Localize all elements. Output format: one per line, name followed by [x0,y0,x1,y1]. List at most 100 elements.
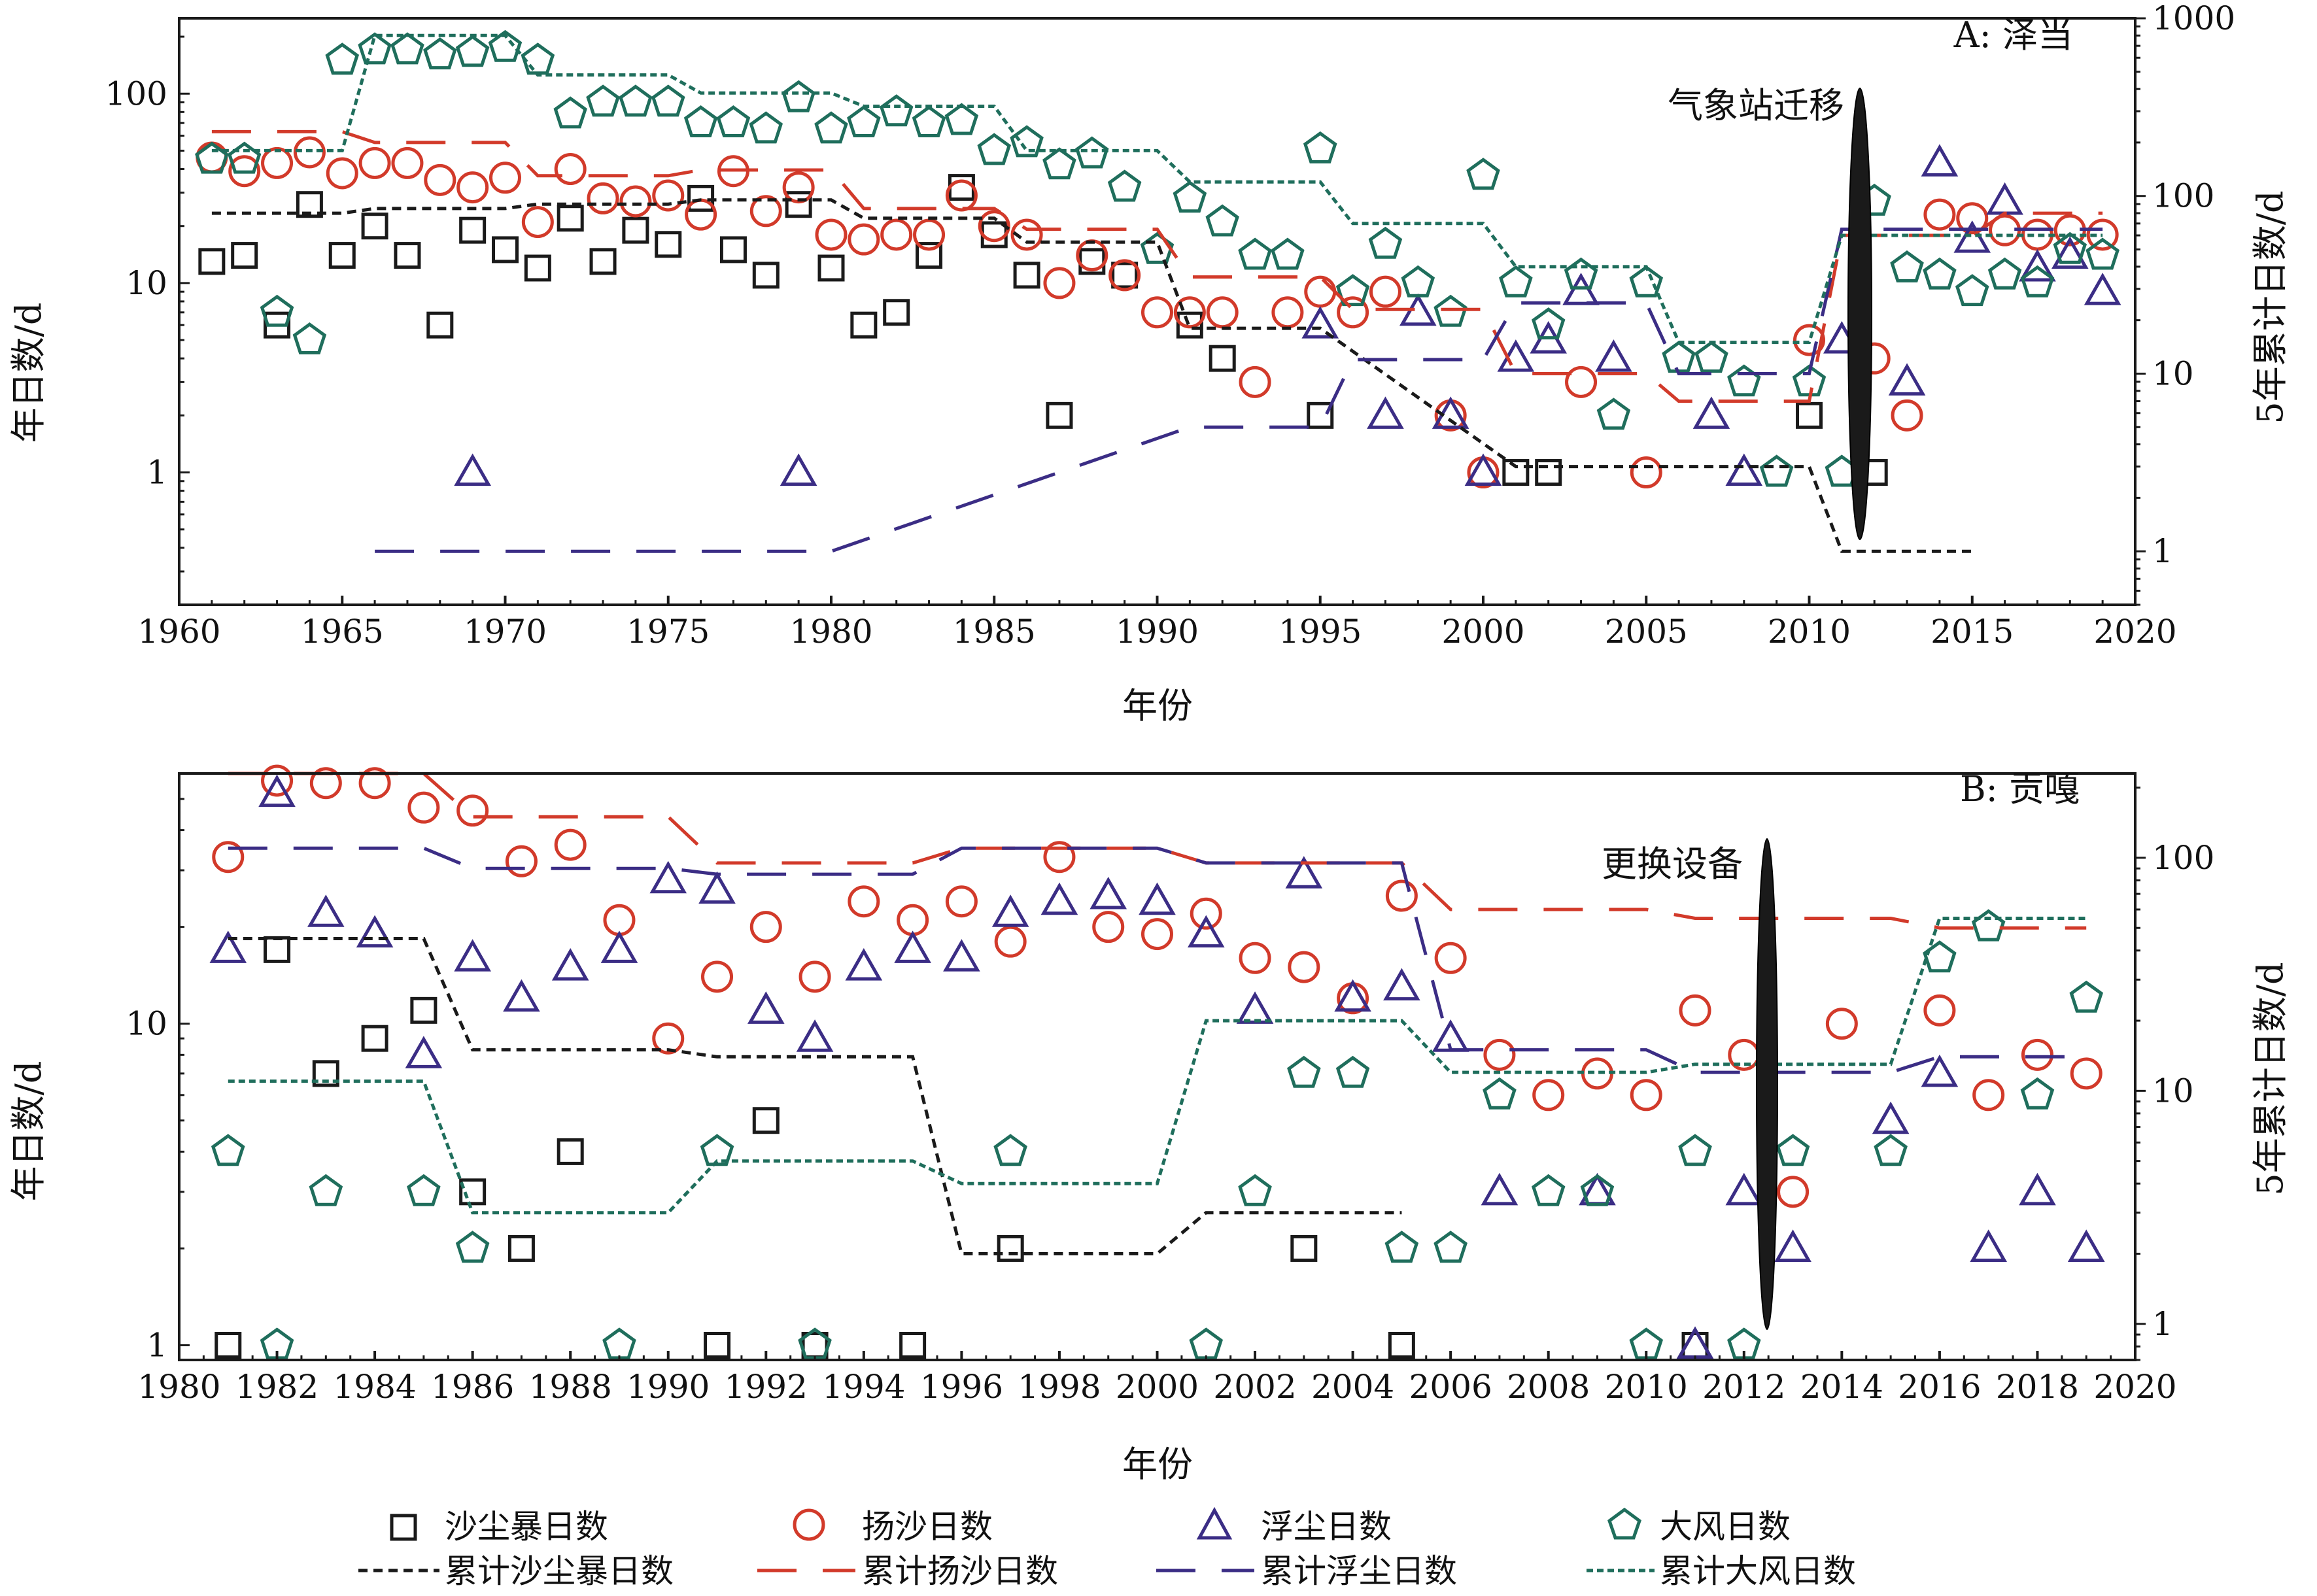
pentagon-marker [1368,226,1403,259]
cumulative-line [211,198,1972,553]
panel-gongga-axes: 1980 1982 1984 1986 1988 1990 1992 1994 1996 1998… [126,772,2214,1406]
y-axis-tick-label: 10 [126,1005,167,1043]
pentagon-marker [586,84,620,117]
square-marker [312,1060,339,1087]
square-marker [410,996,438,1024]
pentagon-marker [912,105,946,137]
pentagon-marker [2020,1077,2055,1110]
pentagon-marker [1694,341,1728,373]
square-marker [507,1234,535,1262]
x-axis-tick-label: 1998 [1018,1368,1101,1406]
pentagon-marker [1776,1134,1810,1166]
series-4 [211,198,1972,553]
circle-marker [1239,365,1271,398]
triangle-marker [894,930,931,963]
y2-axis-tick-label: 100 [2152,839,2214,877]
circle-marker [1483,1038,1516,1071]
legend-label: 扬沙日数 [862,1508,993,1546]
pentagon-marker [1531,307,1566,340]
pentagon-marker [944,103,979,135]
pentagon-marker [2020,265,2055,297]
pentagon-marker [1303,131,1337,163]
circle-marker [1239,942,1271,974]
x-axis-tick-label: 1982 [235,1368,318,1406]
circle-marker [1793,324,1825,356]
circle-marker [554,828,587,861]
panel-zedang-x-axis-label: 年份 [1122,685,1193,726]
circle-marker [913,218,946,251]
square-marker [1535,459,1562,486]
pentagon-marker [651,84,685,117]
pentagon-marker [1678,1134,1712,1166]
triangle-marker [780,453,817,486]
pentagon-marker [700,1134,734,1166]
triangle-marker [1481,1172,1519,1206]
circle-marker [1141,296,1173,329]
pentagon-marker [847,105,881,137]
pentagon-marker [1238,1174,1272,1206]
circle-marker [212,841,245,874]
pentagon-marker [1433,294,1467,327]
pentagon-marker [683,105,718,137]
circle-marker [1369,275,1401,308]
pentagon-marker [227,141,262,174]
cumulative-line [228,937,1402,1255]
circle-marker [1532,1079,1565,1112]
pentagon-marker [309,1174,343,1206]
square-marker [817,254,845,282]
pentagon-marker [1107,169,1142,202]
circle-marker [1043,841,1076,874]
series-2 [209,774,2105,1359]
series-3 [211,909,2104,1360]
circle-marker [407,791,440,824]
pentagon-marker [993,1134,1027,1166]
circle-marker [945,179,978,212]
pentagon-marker [211,1134,245,1166]
square-marker [524,254,551,282]
pentagon-marker [1271,237,1305,270]
square-marker [655,231,682,258]
pentagon-marker [1335,274,1370,307]
pentagon-marker [1238,237,1272,270]
x-axis-tick-label: 1980 [137,1368,220,1406]
pentagon-marker [619,84,653,117]
triangle-marker [1725,1172,1763,1206]
legend-square-marker [390,1514,417,1541]
panel-zedang-marks [195,29,2121,553]
circle-marker [1337,296,1369,329]
circle-marker [554,153,587,186]
pentagon-marker [1580,1174,1615,1206]
triangle-marker [503,979,540,1012]
triangle-marker [2067,1229,2105,1262]
x-axis-tick-label: 2016 [1898,1368,1981,1406]
circle-marker [1630,456,1662,489]
triangle-marker [2084,273,2121,305]
triangle-marker [1692,396,1730,429]
triangle-marker [307,894,345,927]
x-axis-tick-label: 1980 [789,613,872,651]
circle-marker [261,146,294,179]
triangle-marker [2019,248,2056,282]
triangle-marker [209,930,247,963]
x-axis-tick-label: 1988 [529,1368,612,1406]
triangle-marker [551,948,589,981]
y-axis-tick-label: 1 [146,1326,167,1364]
circle-marker [1288,951,1320,983]
triangle-marker [2051,236,2089,269]
circle-marker [1141,918,1173,951]
circle-marker [228,155,261,188]
square-marker [1307,401,1334,429]
triangle-marker [1383,968,1420,1001]
triangle-marker [991,894,1029,927]
triangle-marker [405,1036,443,1068]
square-marker [557,1138,584,1165]
square-marker [231,242,258,269]
y-axis-tick-label: 10 [126,264,167,302]
circle-marker [1679,994,1711,1027]
panel-zedang-y-axis-label: 年日数/d [8,303,49,443]
y-axis-tick-label: 100 [105,75,167,112]
circle-marker [2021,1038,2053,1071]
pentagon-marker [2069,980,2104,1013]
pentagon-marker [488,29,523,62]
